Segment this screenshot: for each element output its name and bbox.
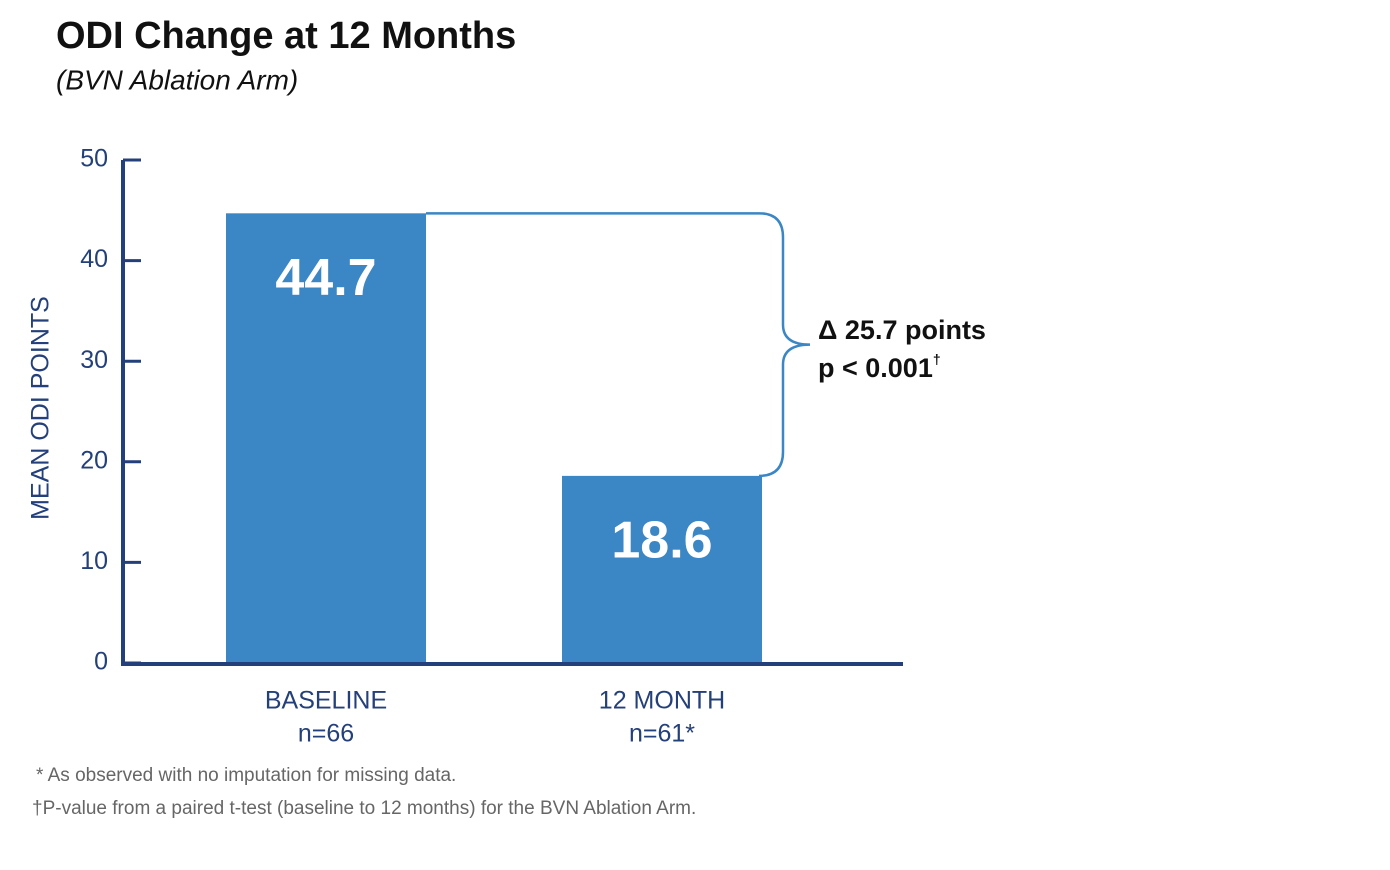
footnote: * As observed with no imputation for mis… [36, 765, 456, 786]
brace [426, 212, 811, 478]
y-tick-label: 10 [80, 547, 108, 575]
p-mark: † [933, 351, 941, 367]
delta-annotation: Δ 25.7 points [818, 315, 986, 345]
p-value-annotation: p < 0.001† [818, 351, 941, 383]
bar [226, 213, 426, 663]
y-tick-label: 40 [80, 245, 108, 273]
footnote: †P-value from a paired t-test (baseline … [32, 798, 696, 819]
y-tick-label: 20 [80, 446, 108, 474]
chart-title: ODI Change at 12 Months [56, 15, 516, 57]
chart-subtitle: (BVN Ablation Arm) [56, 64, 298, 95]
y-axis [121, 160, 903, 666]
y-tick-label: 30 [80, 346, 108, 374]
p-value: p < 0.001 [818, 353, 933, 383]
x-tick-label: BASELINE [265, 687, 387, 715]
value-label: 18.6 [611, 512, 712, 570]
y-axis-label: MEAN ODI POINTS [27, 296, 55, 520]
x-tick-note: n=66 [298, 720, 354, 748]
y-tick-label: 50 [80, 145, 108, 173]
x-tick-note: n=61* [629, 720, 695, 748]
y-tick-label: 0 [94, 648, 108, 676]
value-label: 44.7 [275, 249, 376, 307]
bar [562, 475, 762, 663]
x-tick-label: 12 MONTH [599, 687, 725, 715]
